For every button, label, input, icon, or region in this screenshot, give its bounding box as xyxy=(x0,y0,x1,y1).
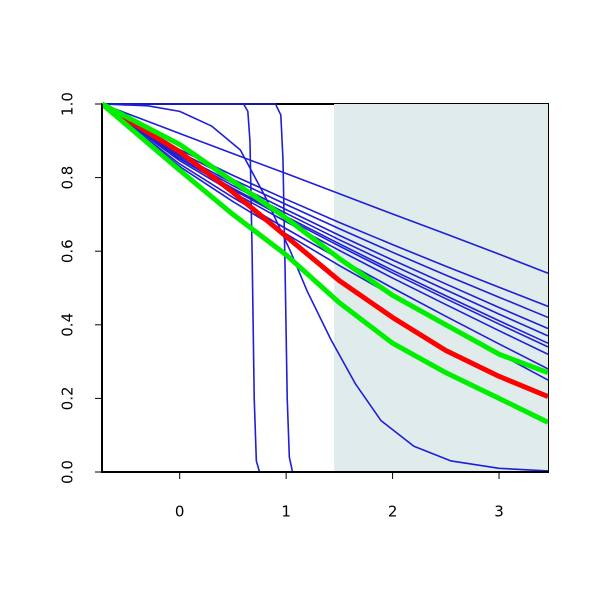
y-tick-label: 0.0 xyxy=(59,460,77,484)
y-tick-label: 0.4 xyxy=(59,313,77,337)
curve xyxy=(102,102,548,425)
curve xyxy=(102,103,548,472)
curve xyxy=(102,101,548,375)
curve xyxy=(102,103,548,275)
y-tick-label: 1.0 xyxy=(59,92,77,116)
y-tick-label: 0.6 xyxy=(59,239,77,263)
x-tick-label: 3 xyxy=(494,503,504,521)
curve xyxy=(102,103,548,355)
curve xyxy=(102,103,548,319)
y-tick-label: 0.8 xyxy=(59,166,77,190)
curve xyxy=(102,103,548,473)
curve xyxy=(102,103,548,348)
curve xyxy=(102,103,548,473)
x-tick-label: 1 xyxy=(281,503,291,521)
x-tick-label: 0 xyxy=(175,503,185,521)
x-tick-label: 2 xyxy=(388,503,398,521)
y-tick-label: 0.2 xyxy=(59,386,77,410)
curve xyxy=(102,101,548,399)
